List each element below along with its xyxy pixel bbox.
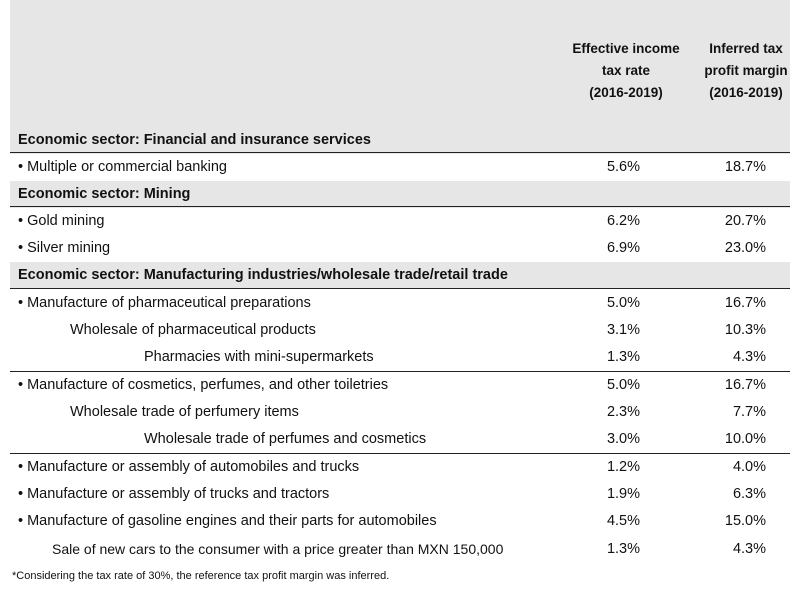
- table-row: • Silver mining 6.9% 23.0%: [10, 235, 790, 262]
- divider: [10, 288, 790, 289]
- row-rate: 5.6%: [606, 159, 640, 175]
- header-effective-rate: Effective income tax rate (2016-2019): [572, 41, 680, 100]
- row-rate: 3.1%: [606, 322, 640, 338]
- row-rate: 1.9%: [606, 486, 640, 502]
- table-row: • Manufacture or assembly of trucks and …: [10, 481, 790, 508]
- row-rate: 1.3%: [606, 541, 640, 557]
- row-margin: 18.7%: [724, 159, 766, 175]
- row-margin: 16.7%: [724, 295, 766, 311]
- row-rate: 3.0%: [606, 431, 640, 447]
- divider: [10, 206, 790, 207]
- sector-row-financial: Economic sector: Financial and insurance…: [10, 127, 790, 154]
- divider: [10, 152, 790, 153]
- table-row: Pharmacies with mini-supermarkets 1.3% 4…: [10, 344, 790, 371]
- row-margin: 16.7%: [724, 377, 766, 393]
- row-label: Pharmacies with mini-supermarkets: [144, 349, 374, 365]
- table-row: • Manufacture or assembly of automobiles…: [10, 454, 790, 481]
- table-header: Effective income tax rate (2016-2019) In…: [10, 0, 790, 127]
- row-margin: 10.0%: [724, 431, 766, 447]
- row-label: Wholesale of pharmaceutical products: [70, 322, 316, 338]
- divider: [10, 453, 790, 454]
- row-label: • Gold mining: [18, 213, 105, 229]
- row-label: • Silver mining: [18, 240, 111, 256]
- table-row: • Manufacture of cosmetics, perfumes, an…: [10, 372, 790, 399]
- row-margin: 7.7%: [732, 404, 766, 420]
- divider: [10, 371, 790, 372]
- sector-row-mining: Economic sector: Mining: [10, 181, 790, 208]
- sector-row-manufacturing: Economic sector: Manufacturing industrie…: [10, 262, 790, 289]
- row-margin: 10.3%: [724, 322, 766, 338]
- row-rate: 6.2%: [606, 213, 640, 229]
- row-margin: 20.7%: [724, 213, 766, 229]
- table-row: Wholesale of pharmaceutical products 3.1…: [10, 317, 790, 344]
- row-margin: 6.3%: [732, 486, 766, 502]
- table-row: • Manufacture of gasoline engines and th…: [10, 508, 790, 535]
- sector-title: Economic sector: Manufacturing industrie…: [18, 267, 508, 283]
- row-rate: 1.3%: [606, 349, 640, 365]
- sector-title: Economic sector: Financial and insurance…: [18, 132, 371, 148]
- row-label: • Manufacture or assembly of automobiles…: [18, 459, 360, 475]
- row-label: Sale of new cars to the consumer with a …: [52, 541, 504, 557]
- header-profit-margin: Inferred tax profit margin (2016-2019): [704, 41, 788, 100]
- row-rate: 5.0%: [606, 295, 640, 311]
- footnote: *Considering the tax rate of 30%, the re…: [12, 570, 390, 582]
- row-label: • Manufacture of gasoline engines and th…: [18, 513, 437, 529]
- table-row: Wholesale trade of perfumery items 2.3% …: [10, 399, 790, 426]
- table-row: • Manufacture of pharmaceutical preparat…: [10, 290, 790, 317]
- row-label: Wholesale trade of perfumery items: [70, 404, 299, 420]
- row-margin: 4.3%: [732, 349, 766, 365]
- sector-title: Economic sector: Mining: [18, 186, 191, 202]
- row-rate: 6.9%: [606, 240, 640, 256]
- row-label: • Multiple or commercial banking: [18, 159, 227, 175]
- row-margin: 4.3%: [732, 541, 766, 557]
- row-margin: 23.0%: [724, 240, 766, 256]
- row-label: • Manufacture of pharmaceutical preparat…: [18, 295, 311, 311]
- row-rate: 5.0%: [606, 377, 640, 393]
- table-row: • Gold mining 6.2% 20.7%: [10, 208, 790, 235]
- table-row: Sale of new cars to the consumer with a …: [10, 536, 790, 563]
- row-label: Wholesale trade of perfumes and cosmetic…: [144, 431, 427, 447]
- table-row: • Multiple or commercial banking 5.6% 18…: [10, 154, 790, 181]
- row-label: • Manufacture of cosmetics, perfumes, an…: [18, 377, 389, 393]
- row-rate: 4.5%: [606, 513, 640, 529]
- row-margin: 4.0%: [732, 459, 766, 475]
- table-row: Wholesale trade of perfumes and cosmetic…: [10, 426, 790, 453]
- row-margin: 15.0%: [724, 513, 766, 529]
- row-label: • Manufacture or assembly of trucks and …: [18, 486, 330, 502]
- row-rate: 2.3%: [606, 404, 640, 420]
- row-rate: 1.2%: [606, 459, 640, 475]
